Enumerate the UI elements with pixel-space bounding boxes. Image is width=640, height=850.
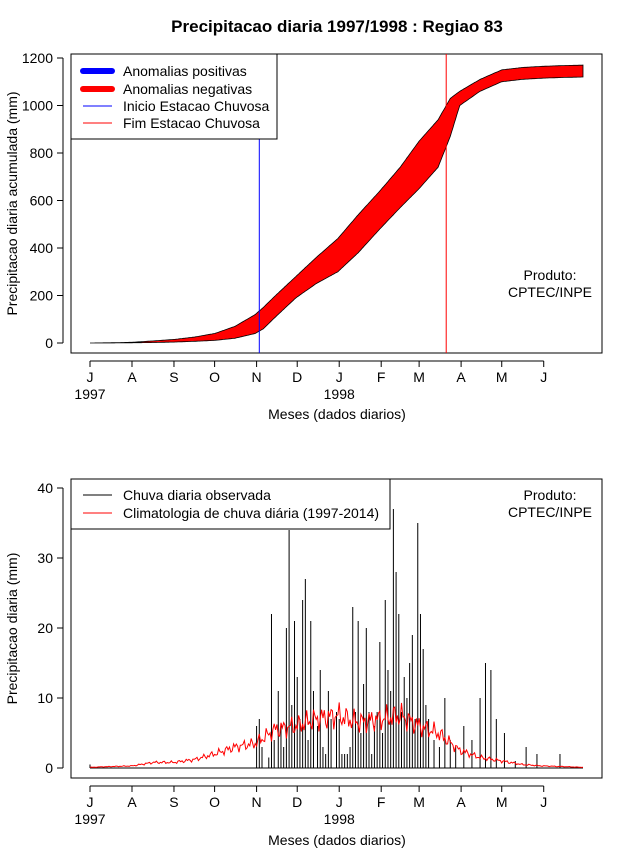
y-tick-label: 200 bbox=[30, 288, 54, 304]
x-tick-label: A bbox=[127, 794, 137, 810]
annotation-text: CPTEC/INPE bbox=[508, 504, 592, 520]
climatology-line bbox=[89, 702, 584, 768]
year-label: 1998 bbox=[324, 386, 355, 402]
legend-label: Anomalias negativas bbox=[123, 81, 252, 97]
y-tick-label: 20 bbox=[37, 620, 53, 636]
x-tick-label: O bbox=[209, 369, 220, 385]
y-tick-label: 1000 bbox=[22, 98, 53, 114]
plot-frame bbox=[70, 53, 603, 354]
y-tick-label: 600 bbox=[30, 193, 54, 209]
x-tick-label: D bbox=[292, 794, 302, 810]
year-label: 1997 bbox=[74, 811, 105, 827]
x-tick-label: O bbox=[209, 794, 220, 810]
x-tick-label: J bbox=[336, 369, 343, 385]
legend-label: Inicio Estacao Chuvosa bbox=[123, 98, 270, 114]
y-axis-title: Precipitacao diaria acumulada (mm) bbox=[4, 91, 20, 315]
annotation-text: Produto: bbox=[524, 487, 577, 503]
x-tick-label: J bbox=[87, 369, 94, 385]
x-tick-label: M bbox=[413, 794, 425, 810]
y-axis-title: Precipitacao diaria (mm) bbox=[4, 553, 20, 705]
x-axis-title: Meses (dados diarios) bbox=[268, 406, 406, 422]
x-tick-label: A bbox=[456, 369, 466, 385]
legend-label: Fim Estacao Chuvosa bbox=[123, 115, 260, 131]
legend-label: Climatologia de chuva diária (1997-2014) bbox=[123, 505, 379, 521]
x-tick-label: M bbox=[413, 369, 425, 385]
x-tick-label: J bbox=[540, 794, 547, 810]
x-tick-label: A bbox=[456, 794, 466, 810]
x-tick-label: M bbox=[496, 369, 508, 385]
y-tick-label: 0 bbox=[45, 335, 53, 351]
x-tick-label: A bbox=[127, 369, 137, 385]
y-tick-label: 400 bbox=[30, 240, 54, 256]
x-tick-label: F bbox=[377, 794, 386, 810]
x-tick-label: N bbox=[252, 369, 262, 385]
annotation-text: CPTEC/INPE bbox=[508, 284, 592, 300]
year-label: 1998 bbox=[324, 811, 355, 827]
y-tick-label: 30 bbox=[37, 550, 53, 566]
legend-label: Anomalias positivas bbox=[123, 63, 247, 79]
x-tick-label: J bbox=[540, 369, 547, 385]
negative-anomaly-area bbox=[90, 64, 584, 344]
y-tick-label: 800 bbox=[30, 145, 54, 161]
chart-title: Precipitacao diaria 1997/1998 : Regiao 8… bbox=[171, 17, 503, 36]
y-tick-label: 1200 bbox=[22, 50, 53, 66]
x-tick-label: S bbox=[169, 369, 178, 385]
x-tick-label: F bbox=[377, 369, 386, 385]
year-label: 1997 bbox=[74, 386, 105, 402]
x-tick-label: S bbox=[169, 794, 178, 810]
x-tick-label: M bbox=[496, 794, 508, 810]
x-tick-label: D bbox=[292, 369, 302, 385]
y-tick-label: 40 bbox=[37, 480, 53, 496]
legend-box bbox=[70, 478, 391, 530]
legend-label: Chuva diaria observada bbox=[123, 487, 271, 503]
x-tick-label: J bbox=[336, 794, 343, 810]
y-tick-label: 10 bbox=[37, 690, 53, 706]
x-axis-title: Meses (dados diarios) bbox=[268, 832, 406, 848]
x-tick-label: J bbox=[87, 794, 94, 810]
y-tick-label: 0 bbox=[45, 760, 53, 776]
annotation-text: Produto: bbox=[524, 267, 577, 283]
x-tick-label: N bbox=[252, 794, 262, 810]
